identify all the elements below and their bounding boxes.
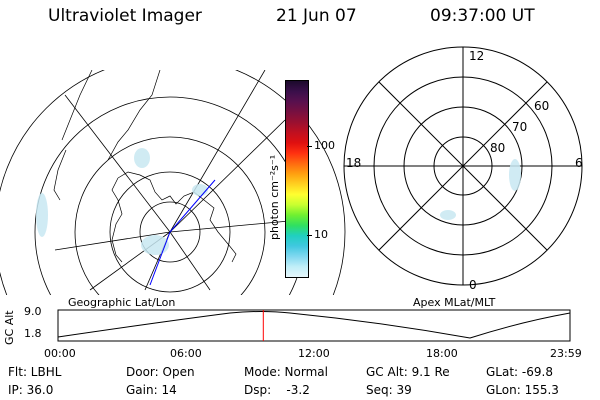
- altitude-x-tick: 06:00: [170, 347, 202, 360]
- satellite-track: [149, 231, 171, 286]
- mlt-label-right: 6: [575, 156, 583, 170]
- aurora-blotch: [36, 193, 48, 237]
- apex-caption: Apex MLat/MLT: [413, 296, 496, 309]
- geo-meridian: [169, 219, 301, 233]
- aurora-blotch: [509, 159, 521, 191]
- geo-lat-circle: [109, 171, 231, 293]
- colorbar-tick: [307, 235, 312, 236]
- footer-flt: Flt: LBHL: [8, 365, 62, 379]
- altitude-y-tick: 1.8: [24, 327, 42, 340]
- geo-meridian: [64, 94, 171, 233]
- lat-label: 60: [534, 99, 549, 113]
- altitude-x-tick: 23:59: [550, 347, 582, 360]
- date-label: 21 Jun 07: [276, 6, 357, 26]
- coastline: [111, 177, 123, 263]
- footer-dsp: Dsp: -3.2: [244, 383, 310, 397]
- colorbar-tick-label: 100: [314, 139, 335, 152]
- altitude-x-tick: 12:00: [298, 347, 330, 360]
- coastline: [53, 149, 67, 201]
- geo-meridian: [169, 70, 266, 233]
- coastline: [61, 70, 93, 141]
- geo-meridian: [169, 231, 211, 291]
- geo-caption: Geographic Lat/Lon: [68, 296, 176, 309]
- coastline: [107, 70, 161, 161]
- satellite-track: [169, 179, 216, 233]
- lat-label: 80: [490, 141, 505, 155]
- altitude-frame: [57, 309, 571, 342]
- geo-lat-circle: [139, 201, 201, 263]
- footer-door: Door: Open: [126, 365, 195, 379]
- colorbar-gradient: [286, 81, 308, 277]
- altitude-x-tick: 18:00: [426, 347, 458, 360]
- colorbar: [285, 80, 309, 278]
- footer-glon: GLon: 155.3: [486, 383, 559, 397]
- footer-mode: Mode: Normal: [244, 365, 328, 379]
- coastline: [117, 171, 237, 263]
- geo-lat-circle: [0, 70, 346, 295]
- footer-gain: Gain: 14: [126, 383, 177, 397]
- geo-meridian: [169, 119, 286, 233]
- footer-glat: GLat: -69.8: [486, 365, 553, 379]
- colorbar-tick-label: 10: [314, 228, 328, 241]
- aurora-blotch: [141, 235, 169, 255]
- geo-lat-circle: [74, 136, 266, 295]
- instrument-title: Ultraviolet Imager: [48, 6, 202, 26]
- footer-ip: IP: 36.0: [8, 383, 54, 397]
- altitude-x-tick: 00:00: [44, 347, 76, 360]
- colorbar-tick: [307, 146, 312, 147]
- aurora-blotch: [134, 148, 150, 168]
- lat-label: 70: [512, 120, 527, 134]
- apex-mlt-line: [378, 81, 548, 251]
- altitude-y-tick: 9.0: [24, 305, 42, 318]
- mlt-label-bottom: 0: [469, 278, 477, 292]
- footer-gc-alt: GC Alt: 9.1 Re: [366, 365, 450, 379]
- mlt-label-top: 12: [469, 49, 484, 63]
- aurora-blotch: [440, 210, 456, 220]
- time-label: 09:37:00 UT: [430, 6, 535, 26]
- altitude-curve: [57, 311, 571, 339]
- footer-seq: Seq: 39: [366, 383, 412, 397]
- mlt-label-left: 18: [346, 156, 361, 170]
